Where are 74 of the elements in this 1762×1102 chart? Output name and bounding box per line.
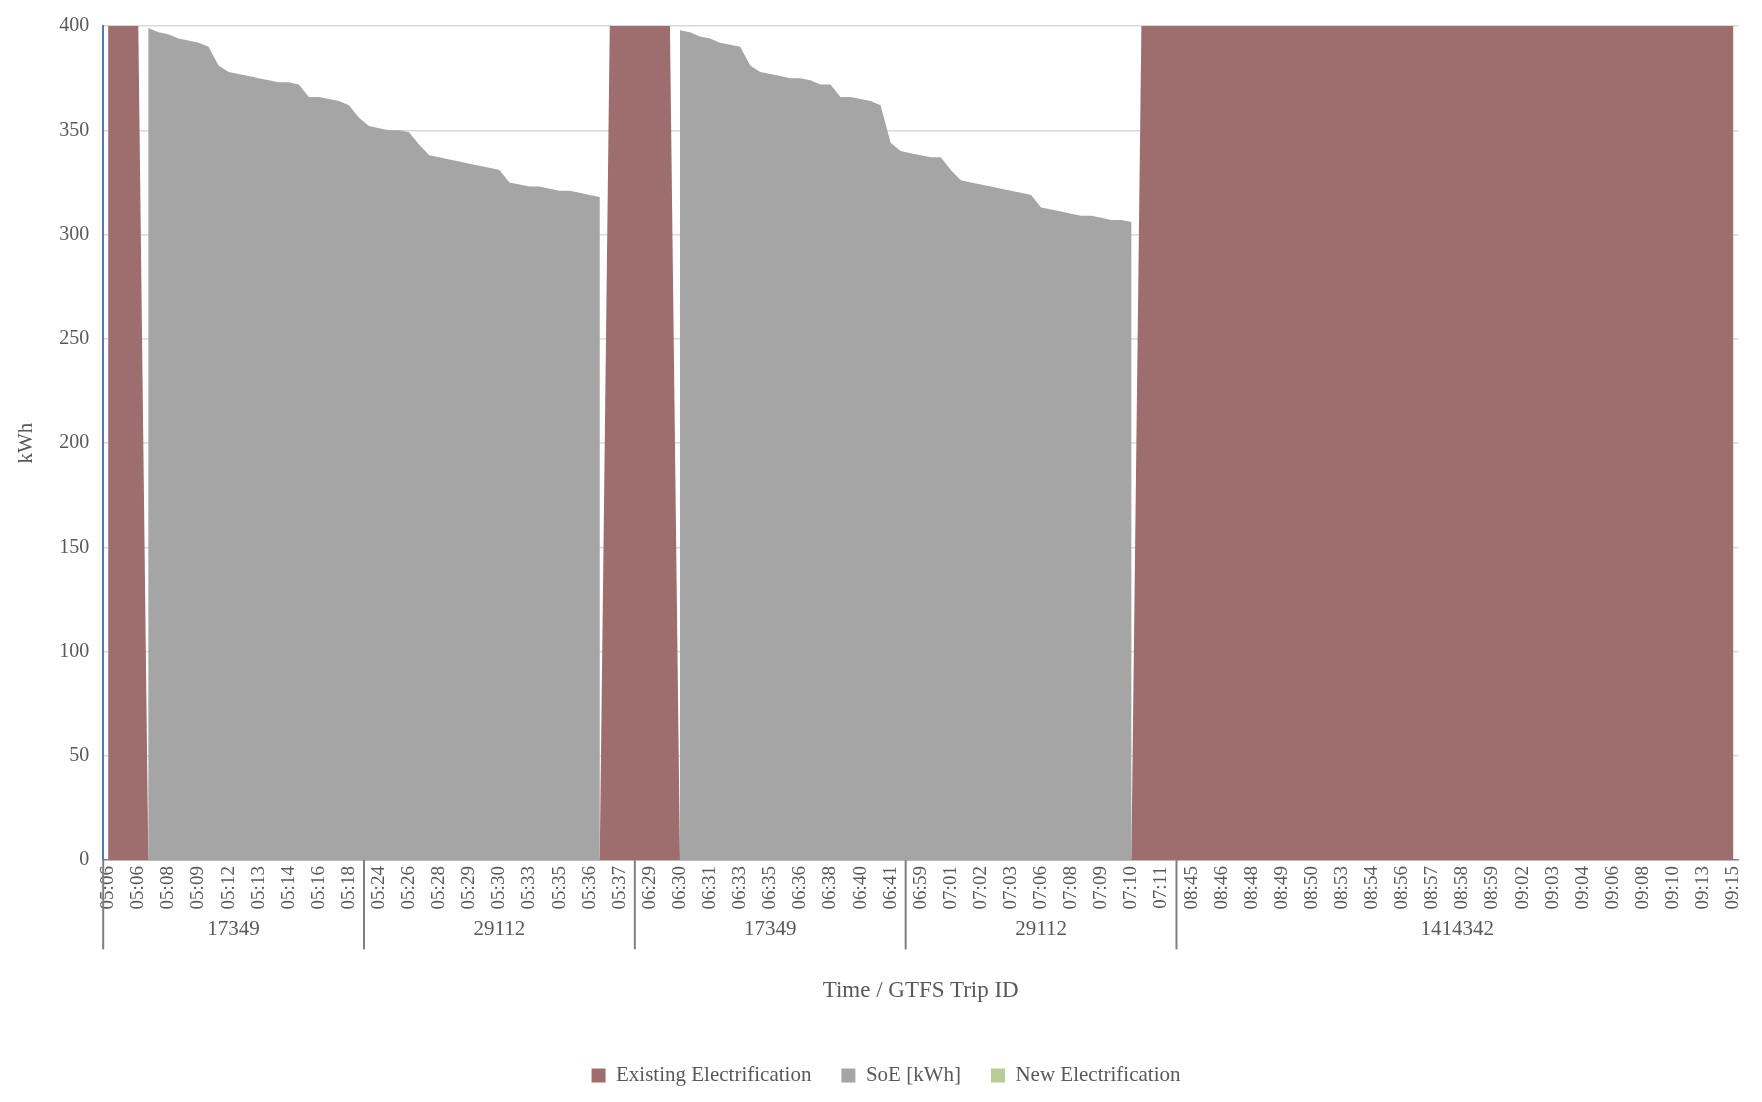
x-tick-label: 07:08 <box>1059 866 1081 910</box>
x-tick-label: 05:30 <box>487 866 509 910</box>
y-tick-label: 350 <box>59 117 90 140</box>
x-tick-label: 08:45 <box>1179 866 1201 910</box>
x-tick-label: 06:30 <box>667 866 689 910</box>
x-tick-label: 07:03 <box>998 866 1020 910</box>
text: 1414342 <box>1420 915 1495 940</box>
y-tick-label: 400 <box>59 13 90 36</box>
x-tick-label: 05:08 <box>156 866 178 910</box>
legend-label: New Electrification <box>1015 1062 1181 1087</box>
x-tick-label: 06:36 <box>788 866 810 910</box>
y-tick-label: 100 <box>59 638 90 661</box>
y-tick-label: 50 <box>69 743 90 766</box>
x-tick-label: 08:50 <box>1299 866 1321 910</box>
x-tick-label: 06:40 <box>848 866 870 910</box>
x-tick-label: 08:54 <box>1360 865 1382 910</box>
text: 29112 <box>473 915 526 940</box>
y-tick-label: 300 <box>59 221 90 244</box>
x-tick-label: 06:35 <box>758 866 780 910</box>
x-tick-label: 05:14 <box>276 865 298 910</box>
x-tick-label: 07:10 <box>1119 866 1141 910</box>
x-tick-label: 06:41 <box>878 866 900 910</box>
x-axis-title: Time / GTFS Trip ID <box>822 977 1019 1003</box>
x-tick-label: 09:03 <box>1540 866 1562 910</box>
y-tick-label: 250 <box>59 326 90 349</box>
x-tick-label: 05:35 <box>547 866 569 910</box>
y-tick-label: 0 <box>79 847 90 870</box>
x-tick-label: 05:26 <box>397 866 419 910</box>
x-tick-label: 08:56 <box>1390 866 1412 910</box>
x-tick-label: 05:18 <box>336 866 358 910</box>
x-tick-label: 07:11 <box>1149 866 1171 909</box>
x-tick-label: 08:46 <box>1209 866 1231 910</box>
text: 29112 <box>1015 915 1067 940</box>
x-tick-label: 05:12 <box>216 866 238 910</box>
legend-label: Existing Electrification <box>616 1062 812 1087</box>
x-tick-label: 05:13 <box>246 866 268 910</box>
x-tick-label: 05:09 <box>186 866 208 910</box>
x-tick-label: 09:04 <box>1570 865 1592 910</box>
x-tick-label: 05:33 <box>517 866 539 910</box>
x-tick-label: 06:31 <box>698 866 720 910</box>
text: 17349 <box>207 915 260 940</box>
text: 17349 <box>744 915 797 940</box>
x-tick-label: 08:58 <box>1450 866 1472 910</box>
x-tick-label: 05:24 <box>367 865 389 910</box>
x-tick-label: 06:29 <box>637 866 659 910</box>
x-tick-label: 09:02 <box>1510 866 1532 910</box>
x-tick-label: 09:06 <box>1600 866 1622 910</box>
x-tick-label: 09:08 <box>1630 866 1652 910</box>
x-tick-label: 06:33 <box>728 866 750 910</box>
y-tick-label: 200 <box>59 430 90 453</box>
x-tick-label: 06:59 <box>908 866 930 910</box>
x-tick-label: 08:48 <box>1239 866 1261 910</box>
x-tick-label: 08:49 <box>1269 866 1291 910</box>
x-tick-label: 05:29 <box>457 866 479 910</box>
y-tick-label: 150 <box>59 534 90 557</box>
x-tick-label: 05:06 <box>96 866 118 910</box>
x-tick-label: 09:10 <box>1661 866 1682 910</box>
x-tick-label: 07:06 <box>1029 866 1051 910</box>
x-tick-label: 07:01 <box>938 866 960 910</box>
x-tick-label: 06:38 <box>818 866 840 910</box>
x-tick-label: 08:53 <box>1329 866 1351 910</box>
x-tick-label: 07:02 <box>968 866 990 910</box>
x-tick-label: 05:16 <box>306 866 328 910</box>
x-tick-label: 09:13 <box>1691 866 1713 910</box>
x-tick-label: 07:09 <box>1089 866 1111 910</box>
x-tick-label: 05:37 <box>607 866 629 910</box>
x-tick-label: 05:36 <box>577 866 599 910</box>
legend-label: SoE [kWh] <box>865 1062 961 1087</box>
x-tick-label: 09:15 <box>1721 866 1743 910</box>
x-tick-label: 08:57 <box>1420 866 1442 910</box>
x-tick-label: 08:59 <box>1480 866 1502 910</box>
x-tick-label: 05:28 <box>427 866 449 910</box>
x-tick-label: 05:06 <box>126 866 148 910</box>
y-axis-title: kWh <box>13 422 38 464</box>
